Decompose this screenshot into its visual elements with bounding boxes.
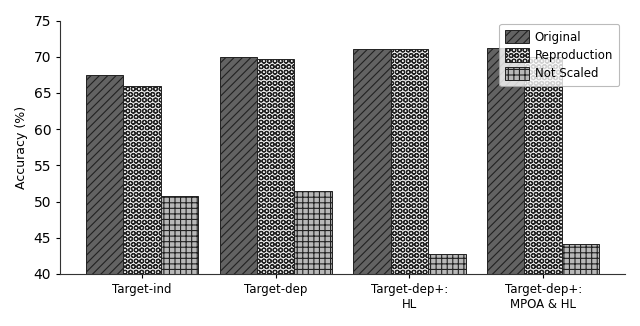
Bar: [294, 191, 332, 326]
Bar: [391, 50, 428, 326]
Bar: [487, 48, 524, 326]
Bar: [86, 75, 124, 326]
Bar: [524, 57, 562, 326]
Bar: [161, 197, 198, 326]
Bar: [257, 59, 294, 326]
Bar: [428, 254, 466, 326]
Bar: [562, 244, 599, 326]
Bar: [220, 57, 257, 326]
Legend: Original, Reproduction, Not Scaled: Original, Reproduction, Not Scaled: [499, 24, 619, 86]
Bar: [353, 50, 391, 326]
Y-axis label: Accuracy (%): Accuracy (%): [15, 106, 28, 189]
Bar: [124, 86, 161, 326]
